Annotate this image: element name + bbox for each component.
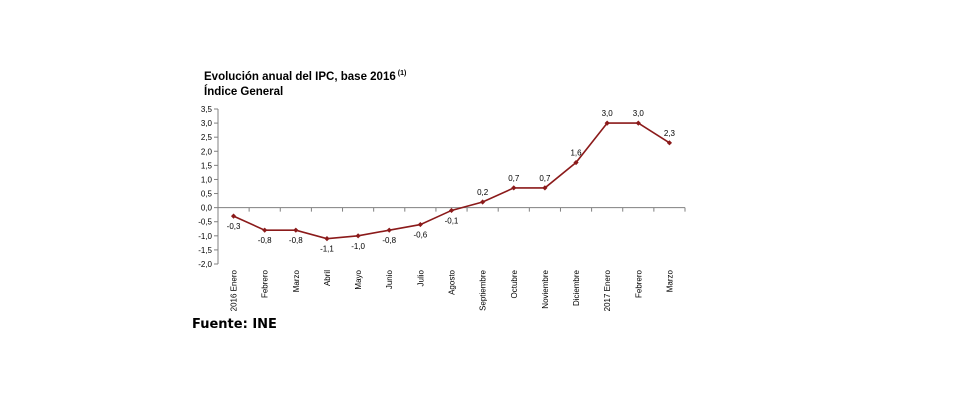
source-note: Fuente: INE	[192, 317, 277, 332]
x-tick-label: Mayo	[354, 269, 363, 289]
data-label: -0,8	[258, 236, 272, 245]
data-label: -0,8	[382, 236, 396, 245]
series-line	[230, 120, 673, 242]
data-point	[480, 199, 486, 205]
x-tick-label: Marzo	[665, 269, 674, 292]
x-tick-label: Diciembre	[572, 269, 581, 306]
y-tick-label: 1,5	[201, 161, 213, 170]
data-point	[448, 207, 455, 214]
data-point	[604, 120, 610, 126]
data-label: 1,6	[570, 149, 582, 158]
x-tick-label: Agosto	[448, 269, 457, 294]
x-tick-label: 2016 Enero	[230, 269, 239, 311]
y-tick-label: 2,0	[201, 147, 213, 156]
data-point	[511, 185, 517, 191]
data-point	[542, 185, 548, 191]
chart-title-block: Evolución anual del IPC, base 2016 (1) Ín…	[204, 66, 406, 100]
chart-axes	[217, 109, 686, 264]
chart-subtitle: Índice General	[204, 85, 284, 98]
x-tick-label: Febrero	[261, 269, 270, 298]
x-tick-label: Noviembre	[541, 269, 550, 308]
data-label: -0,1	[445, 216, 459, 225]
y-tick-label: 2,5	[201, 133, 213, 142]
title-footnote: (1)	[397, 70, 407, 77]
y-tick-label: -1,5	[198, 246, 212, 255]
data-point	[417, 221, 423, 228]
y-tick-label: -1,0	[198, 232, 212, 241]
data-point	[293, 227, 299, 233]
y-tick-label: -2,0	[198, 260, 212, 269]
data-label: 3,0	[602, 109, 614, 118]
data-point	[386, 227, 392, 233]
y-tick-label: 3,5	[201, 105, 213, 114]
x-tick-label: 2017 Enero	[603, 269, 612, 311]
y-tick-label: -0,5	[198, 218, 212, 227]
x-tick-label: Febrero	[634, 269, 643, 298]
data-point	[355, 233, 361, 239]
data-point	[324, 236, 330, 242]
data-point	[666, 140, 673, 146]
x-tick-label: Julio	[416, 269, 425, 286]
data-point	[262, 227, 268, 233]
data-label: 0,7	[539, 174, 551, 183]
data-label: -0,3	[227, 222, 241, 231]
y-tick-label: 3,0	[201, 119, 213, 128]
data-label: -1,1	[320, 245, 334, 254]
x-tick-label: Septiembre	[479, 269, 488, 310]
x-tick-label: Octubre	[510, 269, 519, 298]
data-labels: -0,3 -0,8 -0,8 -1,1 -1,0 -0,8 -0,6 -0,1 0,2 0,7 0,…	[227, 109, 676, 254]
y-axis-ticks: 3,5 3,0 2,5 2,0 1,5 1,0 0,5 0,0 -0,5 -1,0 -1,5 -2,0	[198, 105, 218, 269]
x-axis-ticks: 2016 Enero Febrero Marzo Abril Mayo Junio Juli…	[230, 269, 675, 311]
y-tick-label: 1,0	[201, 175, 213, 184]
data-point	[635, 120, 641, 126]
data-label: -0,8	[289, 236, 303, 245]
x-tick-label: Abril	[323, 270, 332, 286]
chart-title: Evolución anual del IPC, base 2016 (1)	[204, 70, 407, 83]
data-label: -0,6	[413, 231, 427, 240]
data-point	[573, 159, 579, 166]
y-tick-label: 0,0	[201, 204, 213, 213]
data-label: 0,2	[477, 188, 489, 197]
data-point	[230, 213, 237, 219]
x-tick-label: Marzo	[292, 269, 301, 292]
x-tick-label: Junio	[385, 269, 394, 289]
data-label: 3,0	[633, 109, 645, 118]
y-tick-label: 0,5	[201, 190, 213, 199]
data-label: -1,0	[351, 242, 365, 251]
data-label: 2,3	[664, 129, 676, 138]
data-label: 0,7	[508, 174, 520, 183]
